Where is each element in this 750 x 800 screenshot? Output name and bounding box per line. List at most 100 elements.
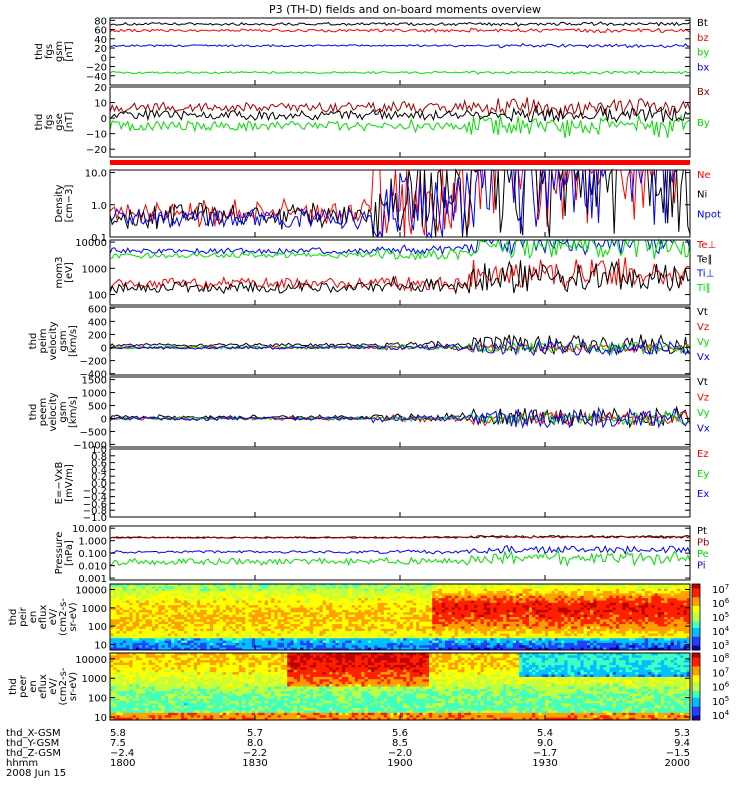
spectrogram-cell	[293, 628, 298, 632]
spectrogram-cell	[406, 591, 411, 594]
spectrogram-cell	[129, 619, 133, 623]
spectrogram-cell	[280, 619, 285, 623]
spectrogram-cell	[419, 607, 423, 611]
spectrogram-cell	[490, 647, 494, 651]
spectrogram-cell	[271, 584, 275, 587]
spectrogram-cell	[290, 584, 295, 587]
spectrogram-cell	[619, 612, 623, 616]
spectrogram-cell	[203, 642, 208, 646]
spectrogram-cell	[309, 591, 314, 594]
spectrogram-cell	[419, 621, 423, 625]
spectrogram-cell	[483, 614, 488, 618]
spectrogram-cell	[454, 591, 459, 594]
spectrogram-cell	[309, 621, 314, 625]
spectrogram-cell	[180, 619, 185, 623]
spectrogram-cell	[280, 607, 285, 611]
spectrogram-cell	[435, 626, 440, 630]
spectrogram-cell	[187, 605, 191, 608]
spectrogram-cell	[383, 609, 388, 613]
spectrogram-cell	[557, 605, 562, 608]
spectrogram-cell	[309, 607, 314, 611]
spectrogram-cell	[403, 602, 407, 606]
spectrogram-cell	[119, 609, 124, 613]
spectrogram-cell	[432, 593, 436, 597]
spectrogram-cell	[158, 621, 162, 625]
spectrogram-cell	[435, 617, 440, 620]
spectrogram-cell	[632, 602, 636, 606]
spectrogram-cell	[474, 619, 478, 623]
spectrogram-cell	[296, 605, 301, 608]
spectrogram-cell	[438, 607, 443, 611]
spectrogram-cell	[622, 584, 626, 587]
spectrogram-cell	[599, 584, 604, 587]
spectrogram-cell	[209, 647, 214, 651]
spectrogram-cell	[171, 586, 175, 590]
spectrogram-cell	[503, 628, 507, 632]
spectrogram-cell	[219, 626, 224, 630]
spectrogram-cell	[590, 645, 594, 649]
spectrogram-cell	[603, 588, 607, 592]
spectrogram-cell	[129, 588, 133, 592]
spectrogram-cell	[612, 628, 617, 632]
spectrogram-cell	[155, 586, 159, 590]
spectrogram-cell	[271, 624, 275, 627]
spectrogram-cell	[383, 631, 388, 634]
spectrogram-cell	[470, 642, 475, 646]
spectrogram-cell	[174, 607, 179, 611]
spectrogram-cell	[184, 602, 188, 606]
spectrogram-cell	[619, 586, 623, 590]
spectrogram-cell	[142, 595, 146, 599]
spectrogram-cell	[155, 617, 159, 620]
spectrogram-cell	[290, 617, 295, 620]
spectrogram-cell	[570, 605, 575, 608]
spectrogram-cell	[538, 617, 543, 620]
spectrogram-cell	[448, 640, 452, 644]
spectrogram-cell	[161, 586, 166, 590]
spectrogram-cell	[380, 624, 385, 627]
spectrogram-cell	[619, 609, 623, 613]
spectrogram-cell	[348, 633, 353, 637]
spectrogram-cell	[290, 600, 295, 604]
spectrogram-cell	[290, 609, 295, 613]
spectrogram-cell	[226, 619, 230, 623]
spectrogram-cell	[135, 614, 140, 618]
spectrogram-cell	[422, 595, 427, 599]
spectrogram-cell	[635, 595, 639, 599]
spectrogram-cell	[313, 621, 317, 625]
spectrogram-cell	[612, 633, 617, 637]
spectrogram-cell	[487, 588, 491, 592]
spectrogram-cell	[296, 607, 301, 611]
spectrogram-cell	[193, 586, 198, 590]
spectrogram-cell	[590, 640, 594, 644]
spectrogram-cell	[290, 638, 295, 641]
spectrogram-cell	[164, 598, 169, 601]
spectrogram-cell	[599, 598, 604, 601]
spectrogram-cell	[200, 645, 204, 649]
spectrogram-cell	[155, 638, 159, 641]
spectrogram-cell	[474, 593, 478, 597]
series-bx-line	[109, 43, 691, 49]
spectrogram-cell	[632, 598, 636, 601]
spectrogram-cell	[322, 614, 327, 618]
spectrogram-cell	[545, 586, 549, 590]
spectrogram-cell	[632, 638, 636, 641]
spectrogram-cell	[351, 609, 356, 613]
spectrogram-cell	[329, 635, 333, 639]
spectrogram-cell	[390, 584, 394, 587]
spectrogram-cell	[416, 621, 420, 625]
spectrogram-cell	[319, 645, 324, 649]
spectrogram-cell	[599, 586, 604, 590]
spectrogram-cell	[177, 642, 182, 646]
spectrogram-cell	[477, 598, 481, 601]
spectrogram-cell	[538, 584, 543, 587]
spectrogram-cell	[177, 584, 182, 587]
spectrogram-cell	[177, 624, 182, 627]
spectrogram-cell	[516, 600, 520, 604]
spectrogram-cell	[445, 621, 449, 625]
spectrogram-cell	[516, 609, 520, 613]
spectrogram-cell	[541, 609, 546, 613]
spectrogram-cell	[635, 617, 639, 620]
spectrogram-cell	[342, 640, 346, 644]
spectrogram-cell	[226, 584, 230, 587]
spectrogram-cell	[483, 624, 488, 627]
